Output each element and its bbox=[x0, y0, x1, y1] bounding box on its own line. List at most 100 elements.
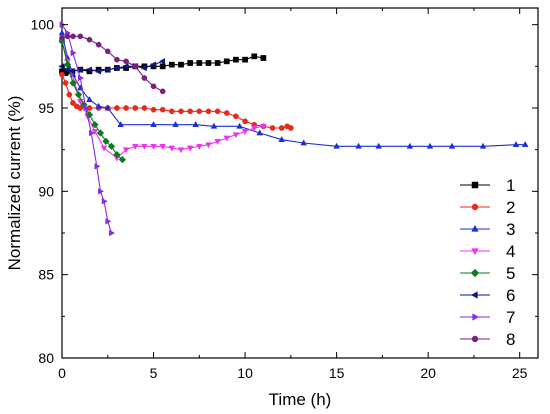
legend-entry-7: 7 bbox=[460, 308, 515, 327]
legend-label: 1 bbox=[506, 176, 515, 195]
series-2-point bbox=[242, 118, 248, 125]
legend-entry-5: 5 bbox=[460, 264, 515, 283]
series-7-point bbox=[83, 104, 90, 112]
series-3-point bbox=[479, 142, 487, 149]
series-2-point bbox=[150, 106, 157, 113]
series-4-point bbox=[91, 129, 99, 135]
series-5-point bbox=[74, 90, 83, 99]
series-6-point bbox=[69, 68, 76, 75]
series-5-point bbox=[69, 79, 77, 87]
series-1-point bbox=[242, 56, 248, 63]
x-tick-label: 0 bbox=[58, 365, 66, 381]
y-tick-label: 85 bbox=[38, 267, 54, 283]
series-8-point bbox=[95, 41, 102, 48]
series-6 bbox=[58, 58, 166, 75]
series-2-point bbox=[66, 91, 73, 98]
legend-entry-8: 8 bbox=[460, 330, 515, 349]
x-tick-label: 25 bbox=[512, 365, 528, 381]
series-8-point bbox=[86, 36, 93, 43]
legend-entry-3: 3 bbox=[460, 220, 515, 239]
series-1-point bbox=[196, 60, 203, 66]
legend-label: 5 bbox=[506, 264, 515, 283]
series-8-point bbox=[77, 33, 84, 40]
series-3-point bbox=[406, 142, 414, 149]
series-1-point bbox=[168, 61, 175, 68]
series-3-point bbox=[426, 142, 434, 149]
series-7-point bbox=[88, 129, 95, 137]
series-7 bbox=[59, 21, 116, 237]
legend-marker bbox=[471, 203, 479, 211]
series-7-point bbox=[94, 163, 101, 170]
series-3-point bbox=[104, 104, 112, 111]
series-2-point bbox=[214, 108, 221, 115]
series-3-point bbox=[375, 142, 383, 149]
series-6-point bbox=[63, 66, 70, 73]
series-8-point bbox=[150, 83, 157, 90]
series-3-point bbox=[192, 121, 199, 127]
series-6-point bbox=[85, 66, 92, 73]
series-2-point bbox=[178, 108, 184, 115]
series-6-point bbox=[140, 64, 147, 72]
legend-entry-6: 6 bbox=[460, 286, 515, 305]
plot-border bbox=[61, 7, 539, 359]
series-5-point bbox=[113, 150, 121, 159]
legend: 1 2 3 4 5 6 7 8 bbox=[460, 176, 515, 349]
series-8-point bbox=[64, 33, 71, 40]
series-5 bbox=[58, 37, 127, 164]
legend-entry-2: 2 bbox=[460, 198, 515, 217]
legend-marker bbox=[471, 224, 479, 232]
series-8-point bbox=[104, 48, 111, 55]
series-1-point bbox=[159, 63, 166, 70]
series-1-point bbox=[223, 58, 230, 65]
series-6-point bbox=[122, 63, 129, 70]
series-7-point bbox=[77, 74, 84, 82]
series-2-point bbox=[233, 113, 239, 120]
series-3-line bbox=[61, 32, 526, 147]
series-5-point bbox=[118, 155, 127, 164]
legend-entry-1: 1 bbox=[460, 176, 515, 195]
series-4-point bbox=[159, 144, 166, 150]
series-3-point bbox=[117, 121, 124, 127]
series-3-point bbox=[236, 122, 243, 129]
legend-marker bbox=[471, 248, 479, 256]
series-4-point bbox=[214, 139, 221, 145]
series-8-point bbox=[141, 75, 148, 81]
series-1-point bbox=[178, 61, 184, 68]
series-2-point bbox=[223, 110, 230, 116]
x-tick-label: 5 bbox=[150, 365, 158, 381]
series-2-point bbox=[141, 105, 148, 111]
legend-entry-4: 4 bbox=[460, 242, 515, 261]
series-8-point bbox=[114, 56, 120, 63]
series-3-point bbox=[448, 142, 456, 149]
series-4-point bbox=[186, 145, 194, 152]
series-4-point bbox=[122, 147, 130, 154]
series-7-point bbox=[70, 49, 77, 57]
y-tick-label: 100 bbox=[31, 17, 55, 33]
series-1-point bbox=[187, 60, 194, 66]
legend-label: 8 bbox=[506, 330, 515, 349]
series-1-point bbox=[205, 60, 212, 66]
series-8-point bbox=[59, 35, 65, 41]
series-2-point bbox=[168, 108, 175, 115]
series-7-point bbox=[98, 188, 105, 195]
series-5-point bbox=[91, 120, 99, 129]
series-4-point bbox=[205, 142, 212, 149]
series-2-point bbox=[114, 105, 120, 111]
series-2-point bbox=[187, 108, 194, 115]
series-3-point bbox=[278, 136, 285, 142]
series-2-point bbox=[132, 105, 139, 111]
series-3 bbox=[58, 29, 529, 149]
series-5-point bbox=[102, 137, 110, 146]
series-2-point bbox=[62, 80, 69, 86]
series-8-point bbox=[159, 88, 166, 95]
series-2-point bbox=[59, 71, 65, 78]
series-4-point bbox=[196, 144, 203, 150]
x-tick-label: 15 bbox=[329, 365, 345, 381]
series-6-point bbox=[159, 58, 166, 65]
series-1-point bbox=[251, 53, 258, 60]
series-4-point bbox=[177, 147, 185, 154]
series-4-point bbox=[223, 135, 231, 142]
series-2-point bbox=[205, 108, 212, 115]
series-3-point bbox=[256, 129, 264, 136]
